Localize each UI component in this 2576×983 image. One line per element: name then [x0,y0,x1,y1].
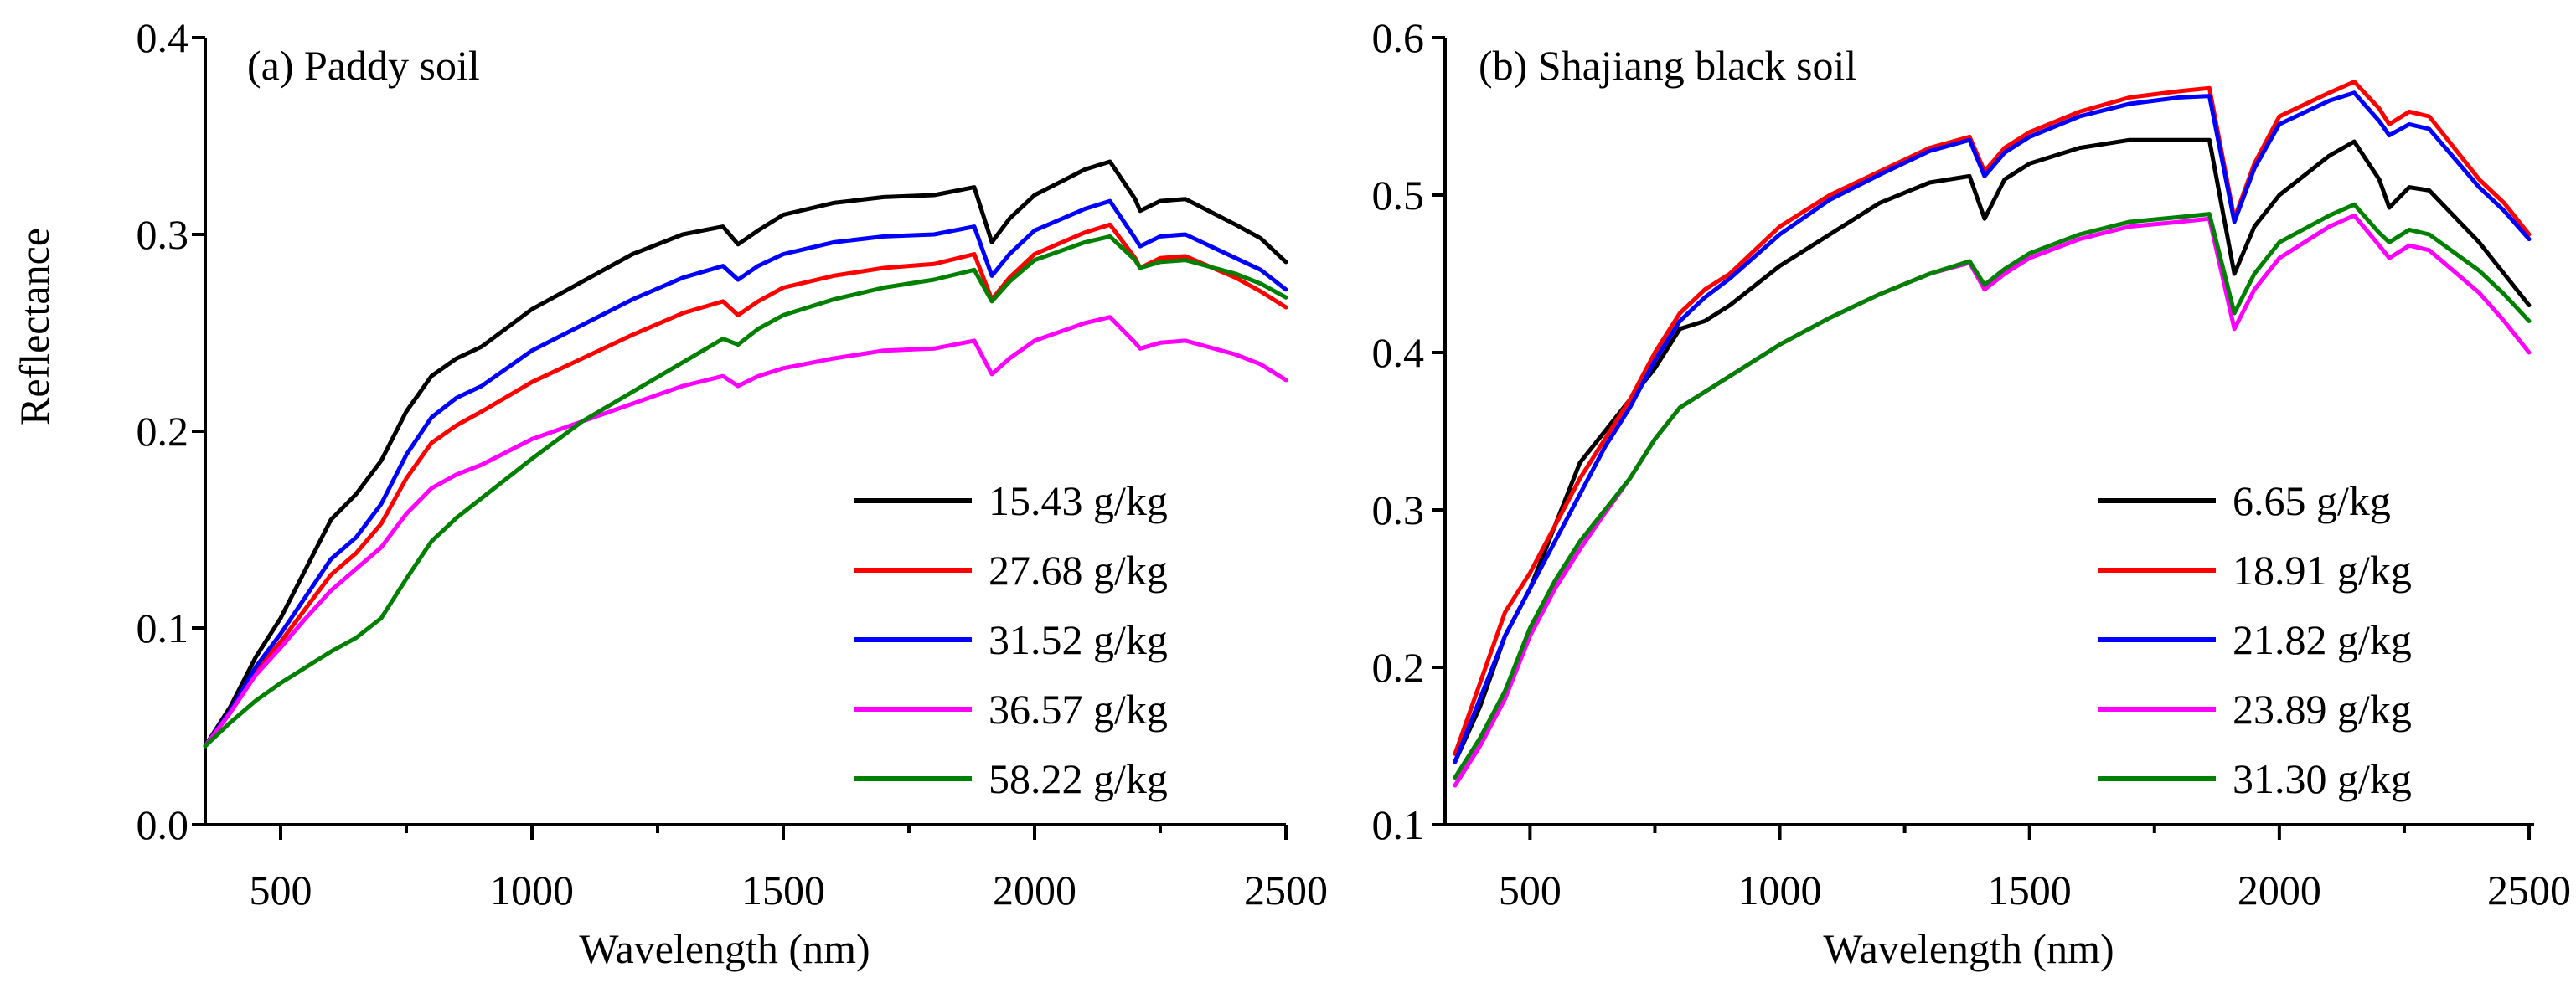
series-line-2 [203,198,1288,749]
y-tick-label: 0.3 [137,211,189,258]
series-line-4 [1453,202,2532,780]
y-tick-label: 0.6 [1372,14,1425,61]
panel-shajiang-black-soil: (b) Shajiang black soil Wavelength (nm) … [1372,14,2572,972]
panel-title: (a) Paddy soil [247,42,480,89]
x-tick-label: 500 [250,867,312,914]
x-tick-label: 2500 [1244,867,1328,914]
y-tick-label: 0.5 [1372,172,1425,219]
series-line-1 [1453,80,2532,756]
legend-label: 31.30 g/kg [2233,755,2412,802]
x-tick-label: 2000 [993,867,1076,914]
y-tick-label: 0.2 [1372,644,1425,691]
series-line-2 [1453,90,2532,764]
series-line-3 [1453,213,2532,788]
x-tick-label: 1000 [490,867,574,914]
series-line-0 [203,159,1288,749]
y-tick-label: 0.2 [137,408,189,455]
x-tick-label: 2000 [2238,867,2321,914]
y-tick-label: 0.1 [137,605,189,651]
x-axis-title: Wavelength (nm) [579,925,870,972]
y-tick-label: 0.0 [137,801,189,848]
legend-label: 58.22 g/kg [989,755,1168,802]
x-tick-label: 1500 [1988,867,2072,914]
y-tick-label: 0.4 [1372,329,1425,376]
y-axis-title: Reflectance [11,228,58,425]
legend-label: 18.91 g/kg [2233,547,2412,594]
legend-label: 15.43 g/kg [989,477,1168,524]
legend-label: 36.57 g/kg [989,686,1168,733]
panel-paddy-soil: Reflectance (a) Paddy soil Wavelength (n… [11,14,1328,972]
x-tick-label: 2500 [2487,867,2571,914]
y-tick-label: 0.3 [1372,486,1425,533]
y-tick-label: 0.4 [137,14,189,61]
legend-label: 23.89 g/kg [2233,686,2412,733]
legend-label: 31.52 g/kg [989,616,1168,663]
panel-title: (b) Shajiang black soil [1479,42,1856,89]
x-axis-title: Wavelength (nm) [1823,925,2114,972]
series-line-4 [203,234,1288,749]
x-tick-label: 500 [1499,867,1562,914]
legend-label: 21.82 g/kg [2233,616,2412,663]
series-line-0 [1453,137,2532,764]
series-line-3 [203,315,1288,749]
x-tick-label: 1000 [1738,867,1822,914]
legend-label: 6.65 g/kg [2233,477,2391,524]
legend-label: 27.68 g/kg [989,547,1168,594]
x-tick-label: 1500 [741,867,825,914]
y-tick-label: 0.1 [1372,801,1425,848]
